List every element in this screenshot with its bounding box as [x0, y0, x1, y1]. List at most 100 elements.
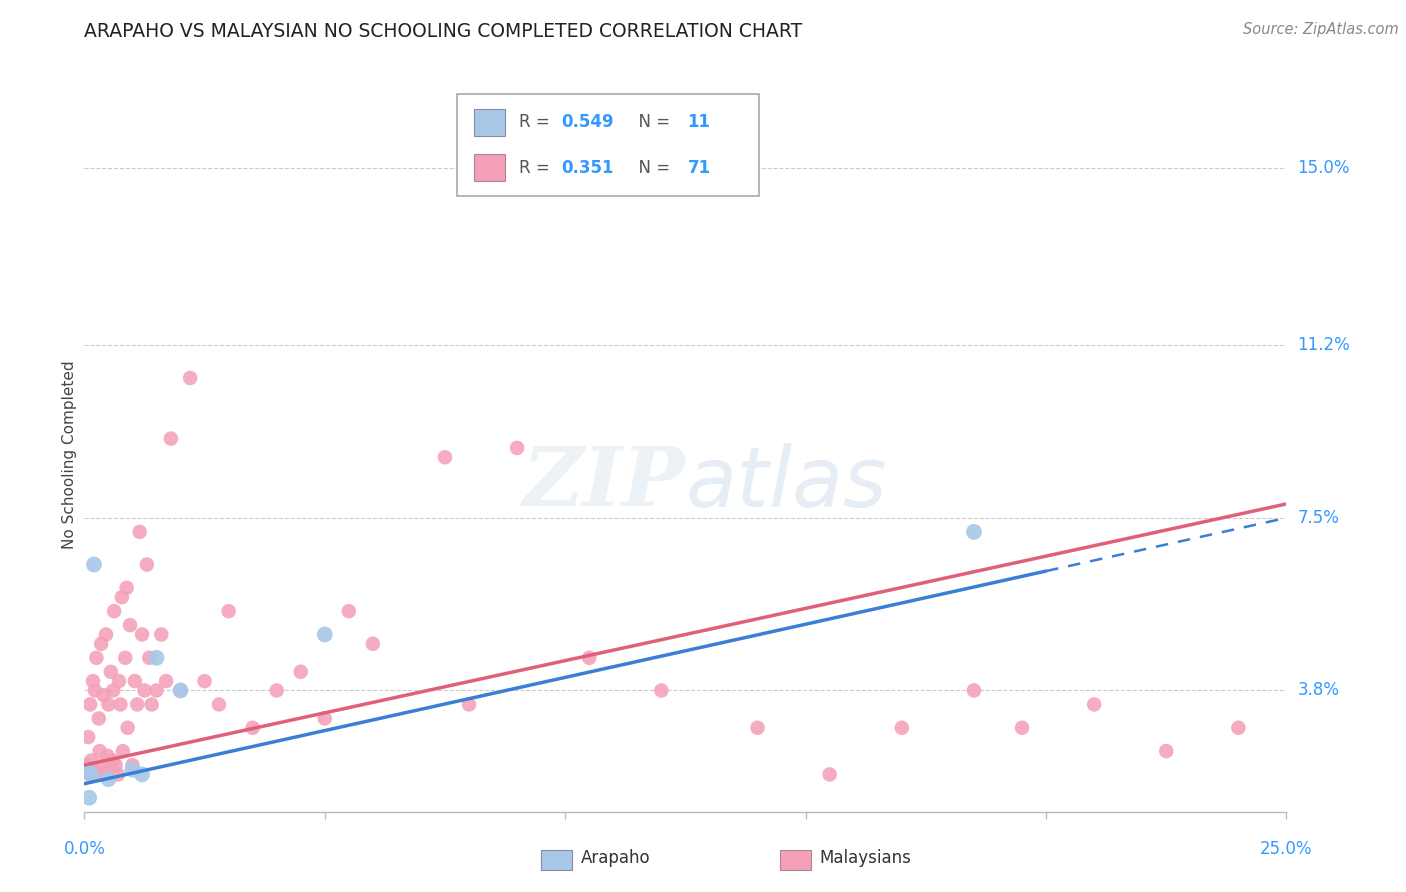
Point: [80, 767, 103, 781]
Point: [155, 674, 177, 689]
Point: [160, 432, 183, 446]
Text: Malaysians: Malaysians: [820, 849, 911, 867]
Point: [578, 650, 600, 665]
Point: [361, 637, 384, 651]
Point: [103, 604, 125, 618]
Text: Source: ZipAtlas.com: Source: ZipAtlas.com: [1243, 22, 1399, 37]
Point: [124, 674, 146, 689]
Point: [101, 753, 124, 767]
Point: [90, 637, 112, 651]
Point: [963, 524, 986, 539]
Point: [84, 683, 107, 698]
Point: [506, 441, 529, 455]
Point: [100, 665, 122, 679]
Point: [314, 627, 336, 641]
Point: [145, 650, 167, 665]
Point: [114, 650, 136, 665]
Point: [194, 674, 217, 689]
Point: [290, 665, 312, 679]
Point: [131, 627, 153, 641]
Point: [97, 772, 120, 786]
Point: [963, 683, 986, 698]
Point: [89, 744, 111, 758]
Point: [76, 758, 98, 772]
Point: [169, 683, 191, 698]
Point: [96, 748, 118, 763]
Point: [82, 674, 104, 689]
Text: 0.351: 0.351: [561, 159, 613, 177]
Point: [242, 721, 264, 735]
Point: [138, 650, 160, 665]
Text: 71: 71: [688, 159, 710, 177]
Point: [118, 618, 141, 632]
Text: 25.0%: 25.0%: [1260, 839, 1313, 858]
Point: [77, 767, 100, 781]
Text: 7.5%: 7.5%: [1298, 508, 1340, 527]
Point: [76, 763, 98, 777]
Point: [141, 698, 163, 712]
Point: [111, 744, 134, 758]
Point: [337, 604, 360, 618]
Text: R =: R =: [519, 159, 555, 177]
Text: ARAPAHO VS MALAYSIAN NO SCHOOLING COMPLETED CORRELATION CHART: ARAPAHO VS MALAYSIAN NO SCHOOLING COMPLE…: [84, 22, 803, 41]
Y-axis label: No Schooling Completed: No Schooling Completed: [62, 360, 77, 549]
Point: [115, 581, 138, 595]
Point: [747, 721, 769, 735]
Point: [86, 650, 108, 665]
Point: [314, 711, 336, 725]
Point: [458, 698, 481, 712]
Point: [79, 698, 101, 712]
Point: [890, 721, 912, 735]
Point: [93, 688, 115, 702]
Point: [208, 698, 231, 712]
Point: [98, 763, 121, 777]
Point: [434, 450, 457, 465]
Point: [121, 758, 143, 772]
Point: [169, 683, 191, 698]
Point: [134, 683, 156, 698]
Text: Arapaho: Arapaho: [581, 849, 651, 867]
Point: [145, 683, 167, 698]
Point: [266, 683, 288, 698]
Point: [91, 758, 114, 772]
Point: [650, 683, 672, 698]
Point: [135, 558, 157, 572]
Point: [110, 698, 132, 712]
Text: R =: R =: [519, 113, 555, 131]
Point: [131, 767, 153, 781]
Point: [218, 604, 240, 618]
Point: [80, 753, 103, 767]
Point: [1083, 698, 1105, 712]
Point: [108, 674, 131, 689]
Point: [818, 767, 841, 781]
Point: [1156, 744, 1178, 758]
Point: [127, 698, 149, 712]
Text: atlas: atlas: [686, 443, 887, 524]
Point: [87, 711, 110, 725]
Text: 3.8%: 3.8%: [1298, 681, 1340, 699]
Text: 0.549: 0.549: [561, 113, 613, 131]
Point: [103, 683, 125, 698]
Point: [83, 558, 105, 572]
Text: ZIP: ZIP: [523, 443, 686, 524]
Point: [111, 590, 134, 604]
Point: [97, 698, 120, 712]
Point: [179, 371, 201, 385]
Point: [83, 763, 105, 777]
Point: [117, 721, 139, 735]
Point: [77, 730, 100, 744]
Point: [104, 758, 127, 772]
Text: 11.2%: 11.2%: [1298, 336, 1350, 354]
Point: [121, 763, 143, 777]
Point: [128, 524, 150, 539]
Text: N =: N =: [628, 113, 676, 131]
Text: 0.0%: 0.0%: [63, 839, 105, 858]
Point: [1011, 721, 1033, 735]
Point: [87, 767, 110, 781]
Point: [107, 767, 129, 781]
Text: 15.0%: 15.0%: [1298, 159, 1350, 178]
Point: [77, 790, 100, 805]
Point: [150, 627, 173, 641]
Point: [94, 627, 117, 641]
Point: [93, 767, 115, 781]
